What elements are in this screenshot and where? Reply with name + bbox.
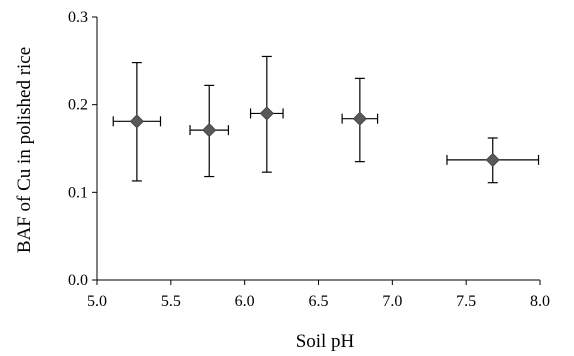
y-tick-label: 0.0 [68,272,88,289]
y-tick-label: 0.3 [68,9,88,26]
data-point-marker [352,111,367,126]
y-tick-label: 0.2 [68,97,88,114]
data-point-marker [485,152,500,167]
error-bars [112,55,540,184]
y-tick-label: 0.1 [68,184,88,201]
x-tick-label: 6.5 [309,293,329,310]
x-tick-label: 5.5 [161,293,181,310]
y-ticks: 0.0 0.1 0.2 0.3 [68,9,97,289]
plot-area: 5.0 5.5 6.0 6.5 7.0 7.5 8.0 0.0 0.1 0.2 0.3 [68,9,550,310]
x-tick-label: 6.0 [235,293,255,310]
x-tick-label: 7.5 [456,293,476,310]
x-axis-title: Soil pH [296,331,355,352]
data-point-marker [259,106,274,121]
data-point-marker [202,123,217,138]
y-axis-title: BAF of Cu in polished rice [14,47,35,253]
markers [129,106,500,167]
x-tick-label: 5.0 [87,293,107,310]
x-tick-label: 7.0 [382,293,402,310]
x-ticks: 5.0 5.5 6.0 6.5 7.0 7.5 8.0 [87,280,550,310]
data-point-marker [129,114,144,129]
x-tick-label: 8.0 [530,293,550,310]
